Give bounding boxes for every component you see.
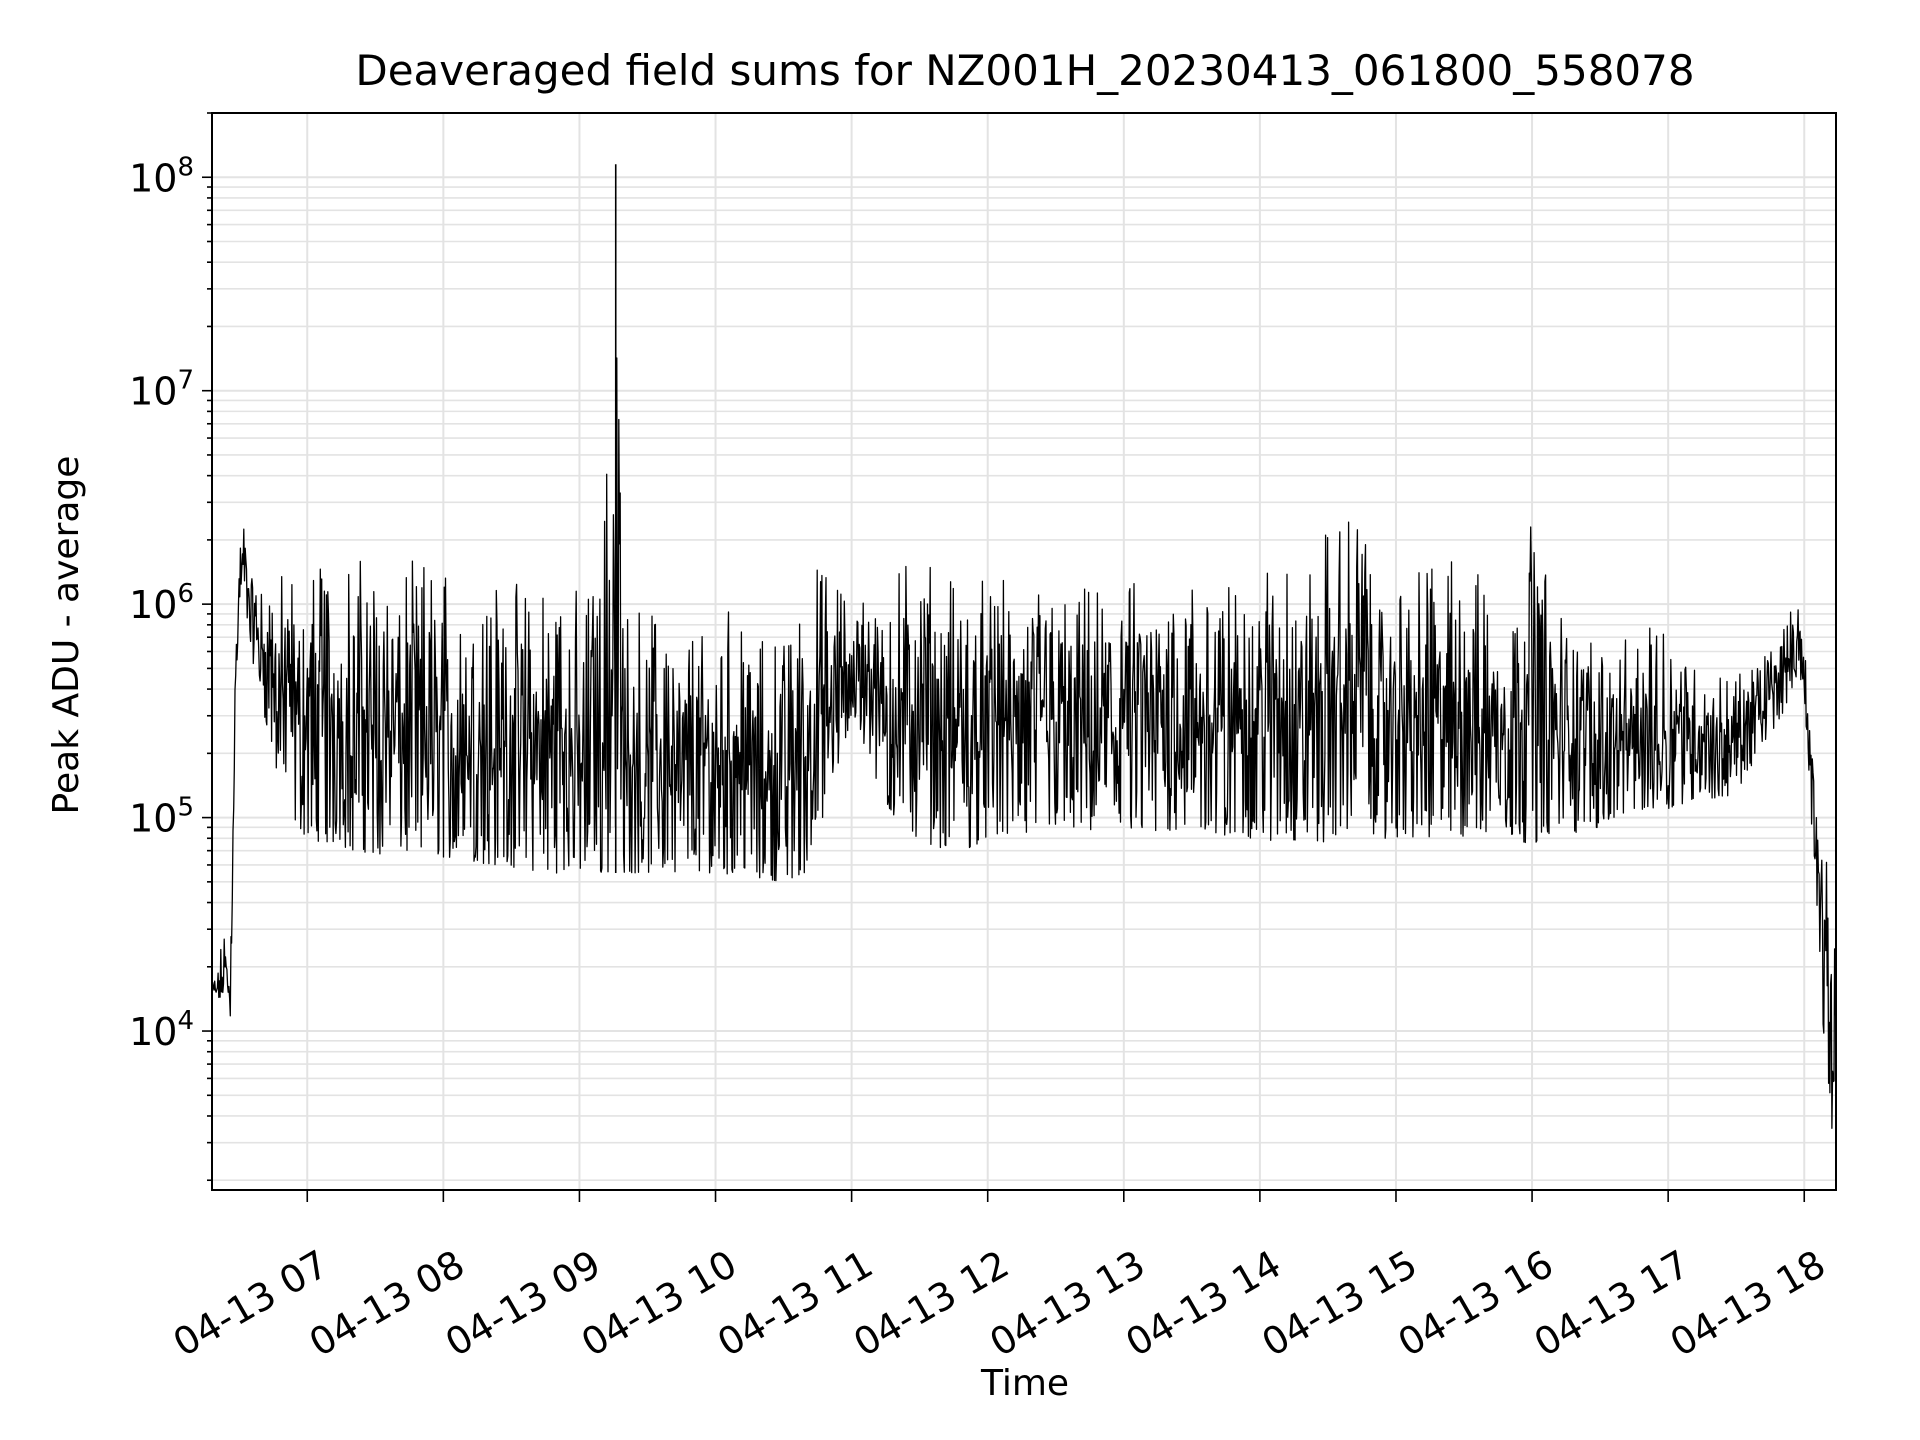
y-tick-label: 106	[129, 579, 194, 627]
chart-title: Deaveraged field sums for NZ001H_2023041…	[355, 46, 1694, 95]
y-axis-label: Peak ADU - average	[46, 456, 87, 815]
y-tick-label: 108	[129, 152, 194, 200]
y-tick-label: 107	[129, 366, 194, 414]
y-axis-ticks: 104 105 106 107 108	[129, 112, 212, 1182]
y-tick-label: 105	[129, 793, 194, 841]
x-axis-label: Time	[980, 1363, 1069, 1404]
y-tick-label: 104	[129, 1006, 194, 1054]
series-line	[212, 357, 1836, 1129]
series-area	[212, 164, 1836, 1129]
